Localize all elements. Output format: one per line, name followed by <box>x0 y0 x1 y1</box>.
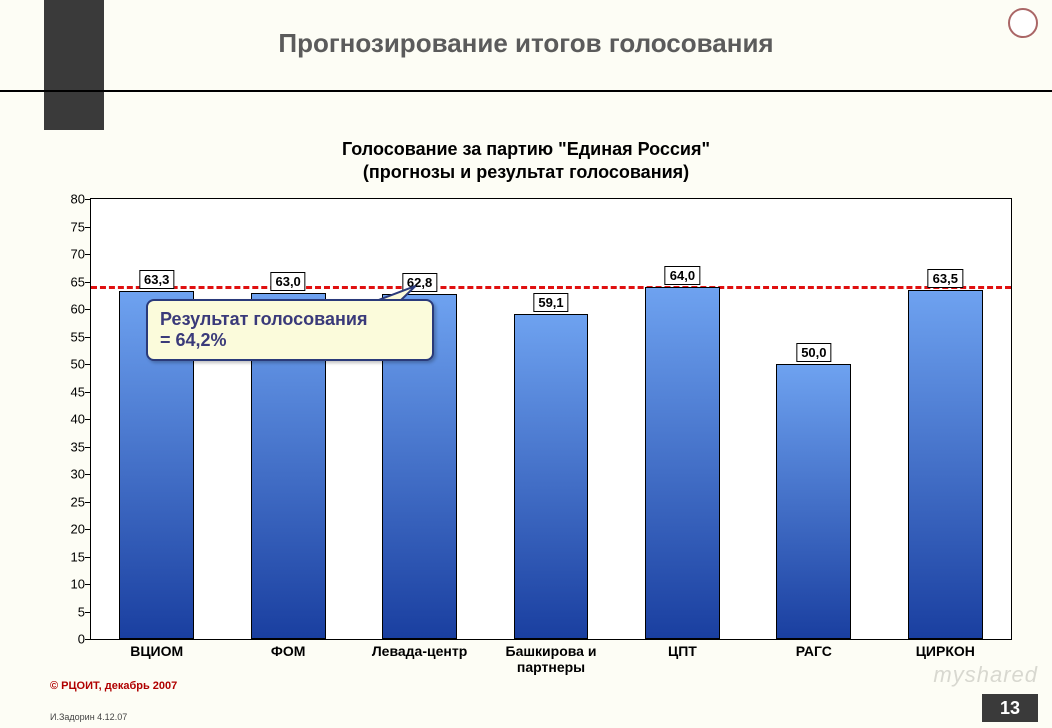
divider <box>0 90 1052 92</box>
bar-value-label: 63,5 <box>928 269 963 288</box>
bar <box>645 287 720 639</box>
y-tick <box>85 529 91 530</box>
page-title: Прогнозирование итогов голосования <box>0 28 1052 59</box>
bar <box>908 290 983 639</box>
y-axis-label: 30 <box>51 467 85 482</box>
bar <box>514 314 589 639</box>
annotation-callout: Результат голосования= 64,2% <box>146 299 434 361</box>
x-axis-label: Башкирова ипартнеры <box>489 643 614 675</box>
y-tick <box>85 227 91 228</box>
bar <box>776 364 851 639</box>
author-text: И.Задорин 4.12.07 <box>50 712 127 722</box>
y-tick <box>85 639 91 640</box>
chart-title-line2: (прогнозы и результат голосования) <box>363 162 689 182</box>
y-axis-label: 40 <box>51 412 85 427</box>
decor-left-block <box>44 0 104 130</box>
x-axis-label: Левада-центр <box>357 643 482 659</box>
y-tick <box>85 557 91 558</box>
y-tick <box>85 474 91 475</box>
copyright-text: © РЦОИТ, декабрь 2007 <box>50 680 177 692</box>
chart-title: Голосование за партию "Единая Россия" (п… <box>0 138 1052 183</box>
y-tick <box>85 254 91 255</box>
y-axis-label: 70 <box>51 247 85 262</box>
y-tick <box>85 612 91 613</box>
bar-value-label: 63,3 <box>139 270 174 289</box>
y-tick <box>85 199 91 200</box>
bar-value-label: 62,8 <box>402 273 437 292</box>
y-tick <box>85 282 91 283</box>
x-axis-label: ЦИРКОН <box>883 643 1008 659</box>
y-axis-label: 35 <box>51 439 85 454</box>
chart-title-line1: Голосование за партию "Единая Россия" <box>342 139 710 159</box>
y-axis-label: 60 <box>51 302 85 317</box>
y-tick <box>85 364 91 365</box>
y-axis-label: 80 <box>51 192 85 207</box>
y-axis-label: 20 <box>51 522 85 537</box>
x-axis-label: РАГС <box>751 643 876 659</box>
y-axis-label: 45 <box>51 384 85 399</box>
y-axis-label: 15 <box>51 549 85 564</box>
y-axis-label: 5 <box>51 604 85 619</box>
x-axis-label: ФОМ <box>226 643 351 659</box>
y-axis-label: 75 <box>51 219 85 234</box>
y-tick <box>85 337 91 338</box>
y-tick <box>85 419 91 420</box>
watermark-text: myshared <box>933 662 1038 688</box>
page-number: 13 <box>982 694 1038 722</box>
y-tick <box>85 502 91 503</box>
y-axis-label: 10 <box>51 577 85 592</box>
bar-value-label: 64,0 <box>665 266 700 285</box>
y-tick <box>85 447 91 448</box>
bar-value-label: 50,0 <box>796 343 831 362</box>
bar-value-label: 59,1 <box>533 293 568 312</box>
chart-plot-area: 0510152025303540455055606570758063,3ВЦИО… <box>90 198 1012 640</box>
y-axis-label: 25 <box>51 494 85 509</box>
y-tick <box>85 584 91 585</box>
y-tick <box>85 392 91 393</box>
y-axis-label: 0 <box>51 632 85 647</box>
x-axis-label: ЦПТ <box>620 643 745 659</box>
y-axis-label: 50 <box>51 357 85 372</box>
y-axis-label: 55 <box>51 329 85 344</box>
x-axis-label: ВЦИОМ <box>94 643 219 659</box>
bar-value-label: 63,0 <box>270 272 305 291</box>
y-tick <box>85 309 91 310</box>
reference-line <box>91 286 1011 289</box>
slide: Прогнозирование итогов голосования Голос… <box>0 0 1052 728</box>
y-axis-label: 65 <box>51 274 85 289</box>
